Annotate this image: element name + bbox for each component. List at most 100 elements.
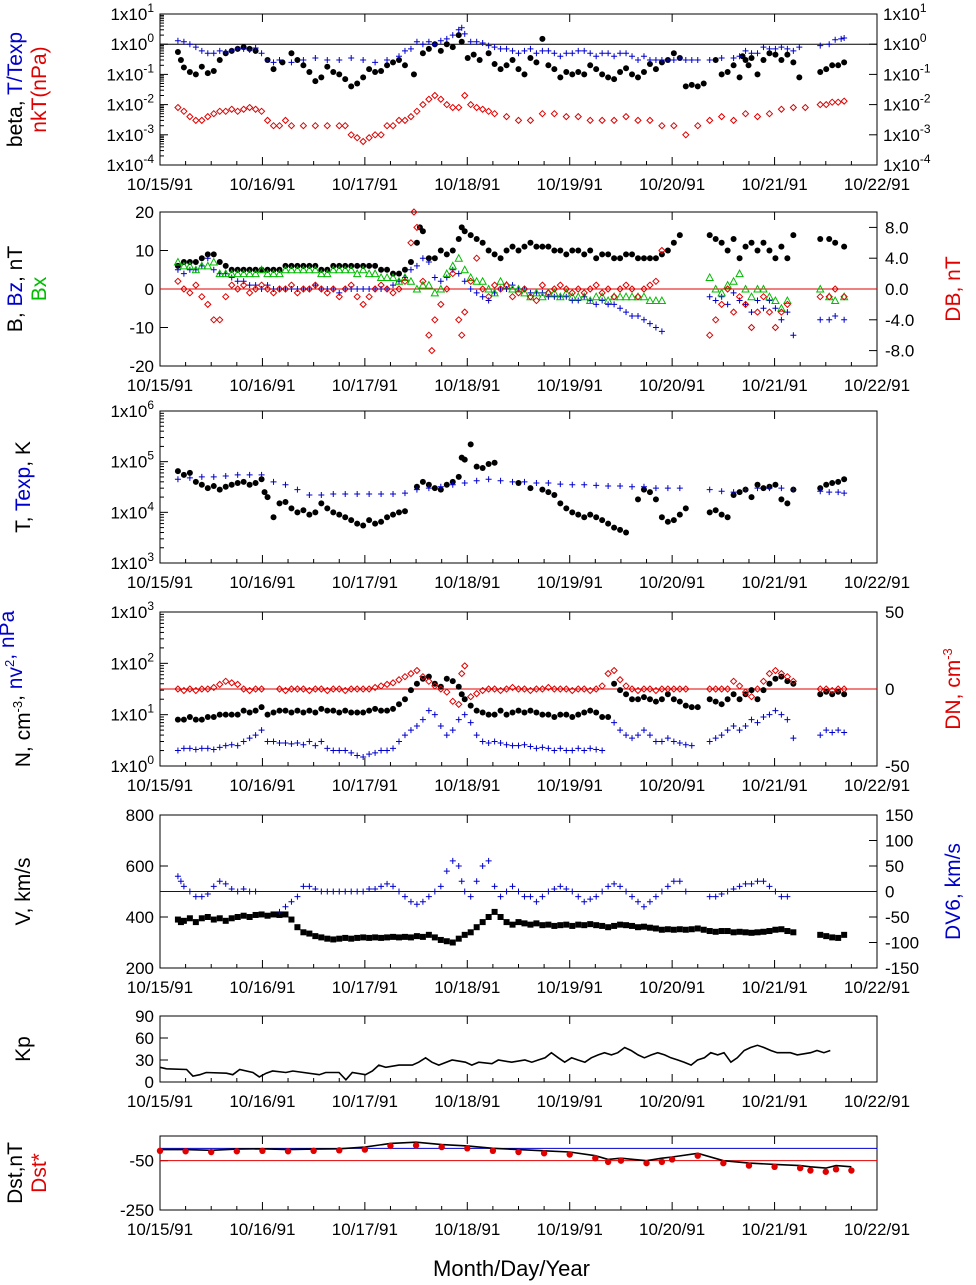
data-point [257, 281, 266, 289]
data-point [551, 922, 558, 929]
data-point [378, 707, 385, 714]
x-tick-label: 10/20/91 [639, 776, 705, 795]
data-point [796, 74, 803, 81]
data-point [816, 292, 824, 301]
data-point [591, 292, 601, 301]
data-point [585, 295, 595, 305]
x-tick-label: 10/15/91 [127, 1220, 193, 1239]
data-point [561, 288, 571, 297]
data-point [174, 873, 181, 880]
y-tick-label: 600 [126, 857, 154, 876]
y-right-tick-label: 8.0 [885, 218, 909, 237]
data-point [623, 309, 630, 316]
data-point [336, 747, 343, 754]
data-point [772, 305, 779, 312]
data-point [490, 288, 499, 297]
data-point [180, 107, 188, 116]
data-point [324, 56, 331, 63]
data-point [823, 66, 830, 73]
data-point [497, 45, 504, 52]
data-point [216, 56, 223, 63]
data-point [257, 107, 266, 116]
data-point [617, 526, 624, 533]
data-point [790, 232, 797, 239]
data-point [623, 251, 630, 258]
data-point [783, 672, 792, 681]
data-point [240, 278, 247, 285]
data-point [186, 888, 193, 895]
data-point [227, 269, 237, 278]
data-point [784, 45, 791, 52]
data-point [401, 696, 408, 703]
data-point [778, 496, 785, 503]
data-point [772, 481, 779, 488]
data-point [835, 489, 842, 496]
data-point [503, 247, 510, 254]
data-point [287, 281, 296, 289]
y-axis-title: nkT(nPa) [28, 46, 51, 132]
data-point [455, 935, 462, 942]
data-point [497, 255, 504, 262]
data-point [467, 38, 474, 45]
data-point [198, 893, 205, 900]
data-point [306, 930, 313, 937]
data-point [210, 483, 217, 490]
data-point [466, 277, 475, 286]
data-point [228, 274, 235, 281]
data-point [284, 1148, 292, 1155]
data-point [396, 701, 402, 708]
data-point [682, 505, 689, 512]
data-point [766, 928, 773, 935]
data-point [772, 51, 779, 58]
data-point [407, 727, 414, 734]
data-point [288, 59, 295, 66]
data-point [449, 727, 456, 734]
data-point [760, 714, 767, 721]
x-tick-label: 10/15/91 [127, 376, 193, 395]
data-point [258, 476, 265, 483]
data-point [664, 56, 671, 63]
data-point [372, 749, 379, 756]
y-right-axis-title: DB, nT [942, 256, 965, 322]
data-point [251, 685, 260, 693]
data-point [366, 751, 373, 758]
data-point [550, 288, 559, 297]
data-point [370, 269, 380, 278]
data-point [246, 888, 253, 895]
y-tick-label: 90 [135, 1007, 154, 1026]
data-point [257, 265, 266, 274]
data-point [330, 936, 337, 943]
data-point [712, 507, 719, 514]
data-point [173, 257, 183, 266]
data-point [282, 903, 289, 910]
data-point [754, 929, 761, 936]
data-point [765, 292, 774, 301]
data-point [246, 282, 253, 289]
data-point [593, 66, 600, 73]
series-N [174, 673, 848, 723]
data-point [407, 687, 414, 694]
data-point [455, 32, 462, 39]
data-point [503, 919, 510, 926]
data-point [348, 517, 355, 524]
data-point [222, 711, 229, 718]
data-point [323, 122, 332, 130]
data-point [503, 888, 510, 895]
data-point [694, 704, 701, 711]
data-point [629, 922, 636, 929]
data-point [816, 685, 824, 693]
x-tick-label: 10/16/91 [229, 376, 295, 395]
data-point [515, 1148, 522, 1156]
data-point [526, 292, 535, 301]
data-point [587, 511, 594, 518]
data-point [717, 685, 726, 693]
panel-dst: 10/15/91 10/16/91 10/17/91 10/18/91 10/19/91… [4, 1135, 910, 1239]
data-point [551, 50, 558, 57]
data-point [472, 103, 481, 112]
data-point [210, 714, 217, 721]
data-point [509, 478, 516, 485]
data-point [826, 41, 833, 48]
data-point [545, 745, 552, 752]
data-point [545, 47, 552, 54]
data-point [635, 924, 641, 931]
